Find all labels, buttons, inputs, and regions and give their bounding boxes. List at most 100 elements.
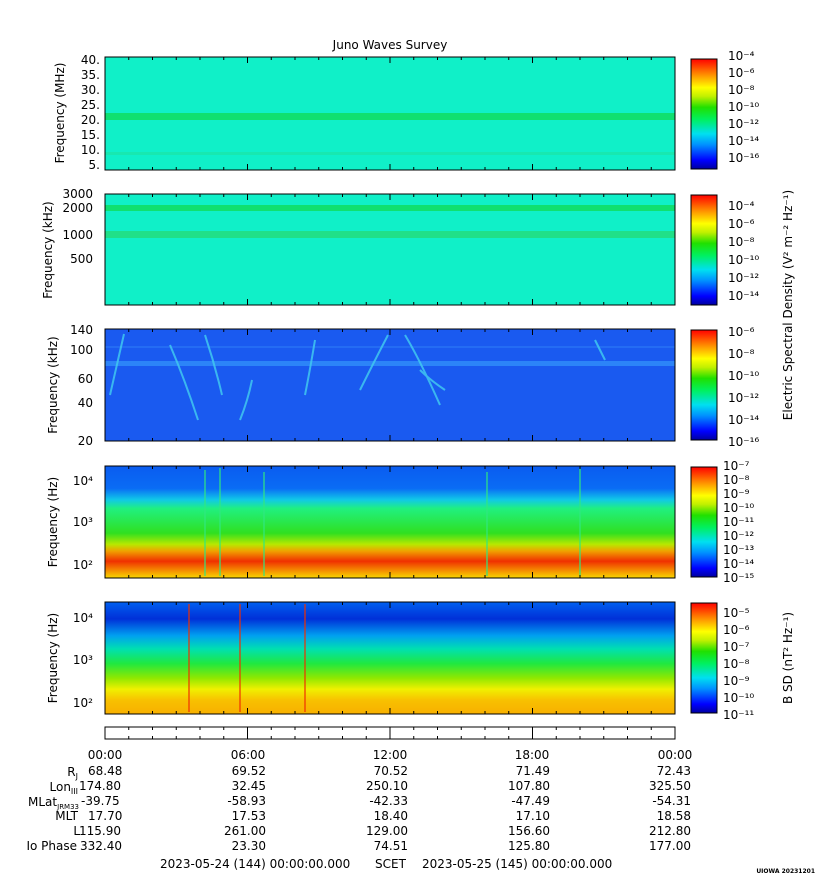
ephemeris-row-label: RJ bbox=[67, 765, 78, 781]
panel-3: Frequency (kHz) 140 100 60 40 20 10⁻⁶ 10… bbox=[46, 323, 759, 449]
ephemeris-value: 17.10 bbox=[516, 809, 550, 823]
panel-1-cbar-tick: 10⁻⁴ bbox=[728, 49, 755, 63]
ephemeris-value: -58.93 bbox=[227, 794, 266, 808]
panel-3-band-100khz bbox=[105, 346, 675, 348]
panel-1-ytick: 5. bbox=[89, 158, 100, 172]
ephemeris-value: 332.40 bbox=[80, 839, 122, 853]
panel-3-ytick: 40 bbox=[78, 396, 93, 410]
panel-5: Frequency (Hz) 10⁴ 10³ 10² 10⁻⁵ 10⁻⁶ 10⁻… bbox=[46, 601, 754, 722]
panel-1-cbar-tick: 10⁻¹⁶ bbox=[728, 151, 759, 165]
panel-1-ylabel: Frequency (MHz) bbox=[53, 63, 67, 164]
panel-5-cbar-tick: 10⁻⁷ bbox=[723, 640, 750, 654]
panel-5-ytick: 10⁴ bbox=[73, 611, 93, 625]
ephemeris-value: -39.75 bbox=[81, 794, 120, 808]
panel-3-cbar-tick: 10⁻¹² bbox=[728, 391, 759, 405]
panel-3-band-80khz bbox=[105, 361, 675, 366]
panel-4-colorbar-ticks: 10⁻⁷ 10⁻⁸ 10⁻⁹ 10⁻¹⁰ 10⁻¹¹ 10⁻¹² 10⁻¹³ 1… bbox=[723, 459, 754, 585]
panel-1-faint-band bbox=[105, 152, 675, 155]
panel-3-emission bbox=[404, 334, 441, 406]
ephemeris-value: 23.30 bbox=[232, 839, 266, 853]
panel-5-ylabel: Frequency (Hz) bbox=[46, 613, 60, 704]
ephemeris-value: 17.70 bbox=[88, 809, 122, 823]
ephemeris-row-label: LonIII bbox=[50, 780, 79, 796]
ephemeris-value: 32.45 bbox=[232, 779, 266, 793]
panel-5-cbar-tick: 10⁻⁸ bbox=[723, 657, 750, 671]
panel-5-cbar-tick: 10⁻⁵ bbox=[723, 606, 750, 620]
ephemeris-value: 156.60 bbox=[508, 824, 550, 838]
panel-5-colorbar-ticks: 10⁻⁵ 10⁻⁶ 10⁻⁷ 10⁻⁸ 10⁻⁹ 10⁻¹⁰ 10⁻¹¹ bbox=[723, 606, 754, 722]
panel-5-ytick: 10² bbox=[73, 696, 93, 710]
panel-4-ylabel: Frequency (Hz) bbox=[46, 477, 60, 568]
ephemeris-value: 129.00 bbox=[366, 824, 408, 838]
panel-1-cbar-tick: 10⁻⁶ bbox=[728, 66, 755, 80]
panel-2-ylabel: Frequency (kHz) bbox=[41, 201, 55, 298]
panel-3-ytick: 140 bbox=[70, 323, 93, 337]
panel-2-cbar-tick: 10⁻¹⁴ bbox=[728, 289, 759, 303]
panel-4-cbar-tick: 10⁻⁹ bbox=[723, 487, 750, 501]
footer-end-time: 2023-05-25 (145) 00:00:00.000 bbox=[422, 857, 612, 871]
panel-3-emission bbox=[594, 339, 606, 361]
time-label: 18:00 bbox=[515, 748, 550, 762]
panel-3-ytick: 60 bbox=[78, 372, 93, 386]
panel-2-yticks: 3000 2000 1000 500 bbox=[62, 187, 93, 266]
panel-4-yticks: 10⁴ 10³ 10² bbox=[73, 474, 93, 572]
ephemeris-value: -47.49 bbox=[511, 794, 550, 808]
ephemeris-value: 115.90 bbox=[79, 824, 121, 838]
panel-2-cbar-tick: 10⁻¹⁰ bbox=[728, 253, 759, 267]
panel-3-yticks: 140 100 60 40 20 bbox=[70, 323, 93, 448]
ephemeris-row-label: MLT bbox=[55, 809, 78, 823]
ephemeris-value: 68.48 bbox=[88, 764, 122, 778]
panel-5-cbar-tick: 10⁻¹⁰ bbox=[723, 691, 754, 705]
panel-2-cbar-tick: 10⁻⁶ bbox=[728, 217, 755, 231]
panel-3-ytick: 100 bbox=[70, 343, 93, 357]
panel-5-colorbar bbox=[690, 602, 718, 714]
ephemeris-value: 17.53 bbox=[232, 809, 266, 823]
panel-2-colorbar-ticks: 10⁻⁴ 10⁻⁶ 10⁻⁸ 10⁻¹⁰ 10⁻¹² 10⁻¹⁴ bbox=[728, 199, 759, 303]
panel-2-ytick: 500 bbox=[70, 252, 93, 266]
panel-1-band-21mhz bbox=[105, 113, 675, 120]
panel-2-band-1000khz bbox=[105, 231, 675, 238]
ephemeris-row-label: L bbox=[73, 824, 80, 838]
magnetic-colorbar-label: B SD (nT² Hz⁻¹) bbox=[781, 612, 795, 704]
panel-3-emission bbox=[359, 334, 389, 391]
panel-3-emissions bbox=[109, 333, 606, 421]
panel-2-spectrogram bbox=[105, 194, 675, 305]
ephemeris-value: 70.52 bbox=[374, 764, 408, 778]
panel-1-cbar-tick: 10⁻⁸ bbox=[728, 83, 755, 97]
panel-5-cbar-tick: 10⁻⁹ bbox=[723, 674, 750, 688]
panel-4-cbar-tick: 10⁻⁷ bbox=[723, 459, 750, 473]
panel-4-ytick: 10⁴ bbox=[73, 474, 93, 488]
panel-1-cbar-tick: 10⁻¹⁰ bbox=[728, 100, 759, 114]
panel-5-spectrogram bbox=[105, 602, 675, 714]
panel-3-ylabel: Frequency (kHz) bbox=[46, 336, 60, 433]
panel-3-cbar-tick: 10⁻⁶ bbox=[728, 325, 755, 339]
time-label: 00:00 bbox=[658, 748, 693, 762]
panel-1-ytick: 10. bbox=[81, 143, 100, 157]
ephemeris-value: 71.49 bbox=[516, 764, 550, 778]
ephemeris-row-label: Io Phase bbox=[26, 839, 77, 853]
panel-3-cbar-tick: 10⁻¹⁴ bbox=[728, 413, 759, 427]
panel-2-ytick: 2000 bbox=[62, 201, 93, 215]
ephemeris-value: 18.58 bbox=[657, 809, 691, 823]
panel-4-cbar-tick: 10⁻⁸ bbox=[723, 473, 750, 487]
panel-1-ytick: 20. bbox=[81, 113, 100, 127]
panel-1-cbar-tick: 10⁻¹⁴ bbox=[728, 134, 759, 148]
footer-start-time: 2023-05-24 (144) 00:00:00.000 bbox=[160, 857, 350, 871]
panel-1-ytick: 25. bbox=[81, 98, 100, 112]
panel-1-ytick: 35. bbox=[81, 68, 100, 82]
panel-4-ytick: 10² bbox=[73, 558, 93, 572]
ephemeris-table: 00:00 06:00 12:00 18:00 00:00 RJ 68.48 6… bbox=[26, 748, 692, 853]
panel-4-cbar-tick: 10⁻¹⁵ bbox=[723, 571, 754, 585]
ephemeris-value: 174.80 bbox=[79, 779, 121, 793]
panel-2: Frequency (kHz) 3000 2000 1000 500 10⁻⁴ … bbox=[41, 187, 759, 306]
panel-3-cbar-tick: 10⁻¹⁶ bbox=[728, 435, 759, 449]
panel-5-cbar-tick: 10⁻⁶ bbox=[723, 623, 750, 637]
time-axis-ticks bbox=[104, 57, 676, 739]
panel-2-band-2000khz bbox=[105, 205, 675, 211]
panel-4-ytick: 10³ bbox=[73, 515, 93, 529]
panel-5-ytick: 10³ bbox=[73, 653, 93, 667]
panel-1-cbar-tick: 10⁻¹² bbox=[728, 117, 759, 131]
ephemeris-value: 74.51 bbox=[374, 839, 408, 853]
panel-5-cbar-tick: 10⁻¹¹ bbox=[723, 708, 754, 722]
